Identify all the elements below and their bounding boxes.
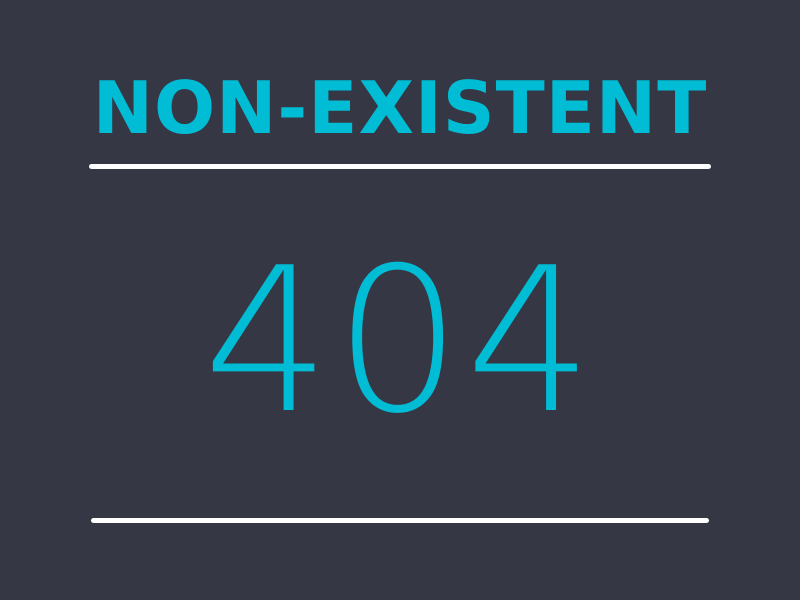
top-divider [89,164,711,169]
error-title: NON-EXISTENT [92,66,708,150]
bottom-divider [91,518,709,523]
error-code: 404 [203,225,597,458]
